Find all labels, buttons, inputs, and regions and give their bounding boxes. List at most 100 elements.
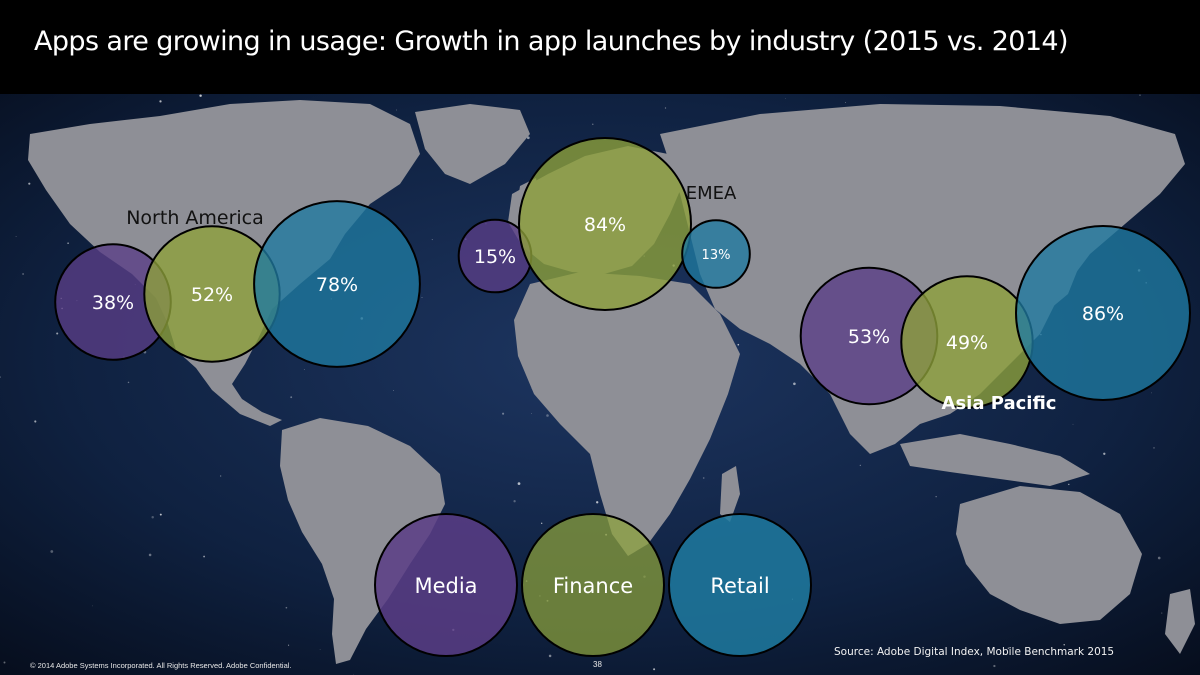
- star: [531, 412, 533, 414]
- star: [548, 654, 552, 658]
- star: [513, 500, 516, 503]
- bubble-value-label: 78%: [316, 274, 358, 296]
- legend-bubble-retail: [668, 513, 812, 657]
- continent-africa: [514, 272, 740, 556]
- bubble-value-label: 53%: [848, 326, 890, 348]
- star: [159, 513, 162, 516]
- star: [353, 673, 354, 675]
- star: [127, 381, 130, 384]
- star: [1151, 392, 1152, 394]
- bubble-value-label: 13%: [702, 248, 731, 263]
- source-note: Source: Adobe Digital Index, Mobile Benc…: [834, 646, 1115, 658]
- star: [1068, 483, 1070, 486]
- star: [22, 273, 25, 275]
- legend-label-finance: Finance: [553, 574, 633, 598]
- star: [502, 412, 505, 415]
- region-label-emea: EMEA: [686, 183, 737, 204]
- star: [67, 242, 69, 245]
- star: [220, 475, 222, 477]
- star: [1007, 647, 1010, 649]
- star: [0, 376, 1, 378]
- title-bar: Apps are growing in usage: Growth in app…: [0, 0, 1200, 94]
- bubble-value-label: 84%: [584, 214, 626, 236]
- star: [203, 665, 206, 668]
- star: [1161, 612, 1163, 614]
- star: [290, 396, 293, 399]
- star: [431, 239, 433, 241]
- star: [517, 482, 521, 485]
- continent-asia: [660, 104, 1185, 454]
- star: [1139, 94, 1141, 96]
- star: [288, 644, 290, 646]
- star: [1153, 447, 1155, 449]
- legend-bubble-media: [374, 513, 518, 657]
- star: [396, 109, 398, 111]
- star: [56, 332, 59, 335]
- continent-greenland: [415, 104, 530, 184]
- copyright-note: © 2014 Adobe Systems Incorporated. All R…: [30, 661, 292, 670]
- star: [1157, 556, 1161, 560]
- bubble-emea-finance: [518, 137, 692, 311]
- star: [421, 297, 423, 298]
- star: [148, 553, 152, 557]
- star: [15, 236, 17, 237]
- star: [151, 515, 154, 519]
- star: [737, 343, 740, 346]
- continent-south-america: [280, 418, 445, 664]
- legend-bubble-finance: [521, 513, 665, 657]
- slide-title: Apps are growing in usage: Growth in app…: [34, 26, 1069, 57]
- star: [793, 382, 796, 386]
- star: [92, 605, 93, 607]
- page-number: 38: [593, 660, 602, 669]
- star: [159, 100, 162, 103]
- star: [653, 668, 656, 671]
- star: [1072, 423, 1074, 425]
- bubble-emea-retail: [681, 219, 751, 289]
- legend: Media Finance Retail: [374, 513, 812, 657]
- star: [844, 102, 846, 103]
- star: [596, 501, 599, 504]
- star: [199, 94, 202, 97]
- bubble-value-label: 52%: [191, 284, 233, 306]
- continent-madagascar: [720, 466, 740, 522]
- star: [541, 522, 543, 524]
- bubble-asia-pacific-retail: [1015, 225, 1191, 401]
- bubble-layer: 38% 52% 78% 15% 84% 13% 53% 49% 86%: [54, 137, 1191, 409]
- star: [203, 555, 206, 558]
- star: [28, 182, 31, 185]
- star: [319, 649, 321, 651]
- world-map-area: 38% 52% 78% 15% 84% 13% 53% 49% 86% North Americ…: [0, 94, 1200, 675]
- bubble-map-chart: 38% 52% 78% 15% 84% 13% 53% 49% 86% North Americ…: [0, 94, 1200, 675]
- bubble-value-label: 15%: [474, 246, 516, 268]
- star: [285, 606, 288, 609]
- star: [1103, 452, 1106, 455]
- star: [592, 123, 594, 125]
- star: [859, 464, 861, 466]
- star: [546, 414, 549, 417]
- star: [664, 107, 667, 109]
- star: [993, 664, 996, 668]
- star: [526, 136, 530, 140]
- bubble-value-label: 86%: [1082, 303, 1124, 325]
- legend-label-media: Media: [414, 574, 477, 598]
- region-label-asia-pacific: Asia Pacific: [942, 393, 1057, 414]
- bubble-north-america-retail: [253, 200, 421, 368]
- star: [34, 420, 37, 423]
- region-label-north-america: North America: [126, 207, 264, 229]
- region-label-layer: North America EMEA Asia Pacific: [126, 183, 1056, 414]
- continent-se-asia-islands: [900, 434, 1090, 486]
- star: [1063, 644, 1065, 646]
- bubble-value-label: 38%: [92, 292, 134, 314]
- star: [50, 550, 54, 553]
- star: [935, 496, 937, 498]
- star: [3, 661, 6, 664]
- star: [393, 390, 394, 391]
- bubble-value-label: 49%: [946, 332, 988, 354]
- continent-new-zealand: [1165, 589, 1195, 654]
- continent-australia: [956, 486, 1142, 624]
- legend-label-retail: Retail: [710, 574, 769, 598]
- star: [784, 98, 786, 99]
- star: [702, 477, 705, 479]
- star: [303, 369, 305, 370]
